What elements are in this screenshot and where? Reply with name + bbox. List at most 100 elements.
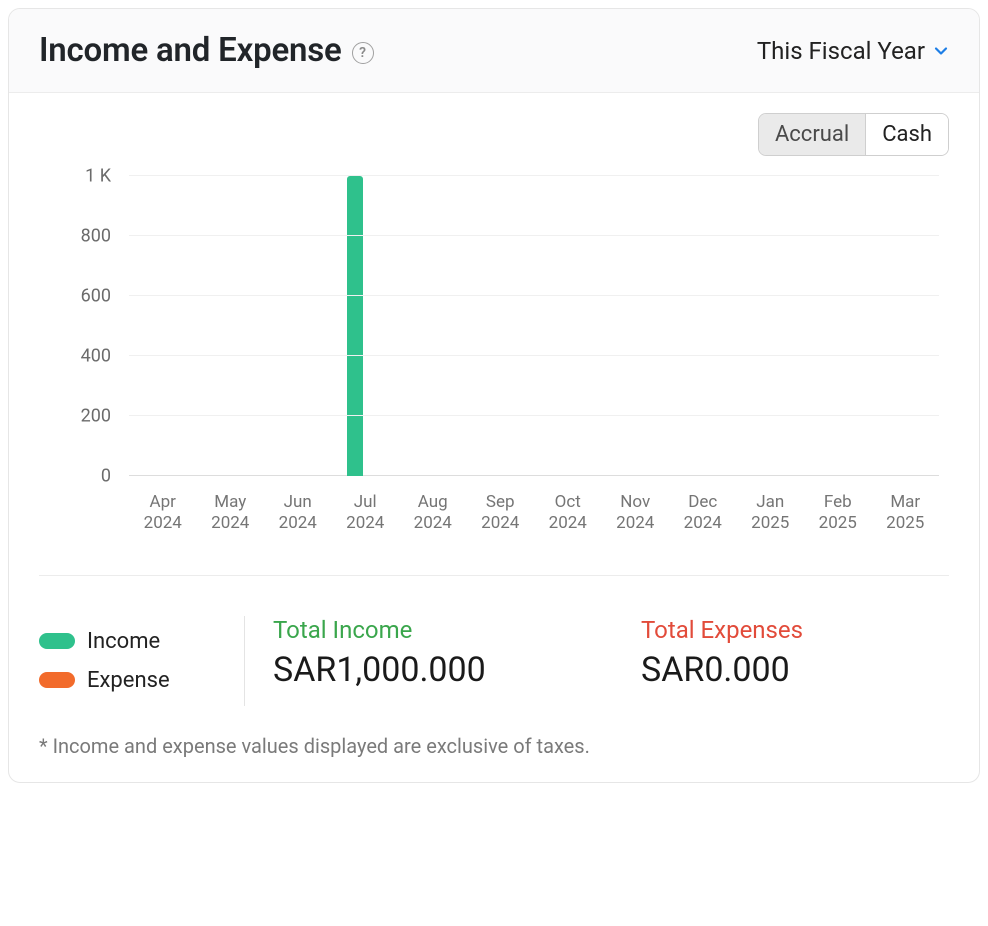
x-tick-year: 2024 — [332, 513, 400, 534]
y-tick-label: 200 — [81, 406, 119, 427]
x-tick-year: 2024 — [467, 513, 535, 534]
chart-plot-area: 02004006008001 K — [129, 176, 939, 476]
x-tick-year: 2024 — [399, 513, 467, 534]
basis-toggle-row: AccrualCash — [39, 113, 949, 156]
legend-item-income[interactable]: Income — [39, 629, 244, 654]
total-income-block: Total Income SAR1,000.000 — [273, 616, 581, 706]
y-tick: 600 — [81, 286, 119, 307]
x-tick: Jul2024 — [332, 492, 400, 535]
gridline — [129, 415, 939, 416]
x-tick-month: May — [214, 492, 246, 512]
y-tick-label: 1 K — [85, 166, 119, 187]
y-tick: 0 — [101, 466, 119, 487]
chart: 02004006008001 K Apr2024May2024Jun2024Ju… — [39, 176, 949, 535]
chart-category — [872, 176, 940, 476]
gridline — [129, 235, 939, 236]
card-header: Income and Expense ? This Fiscal Year — [9, 9, 979, 93]
x-tick: Aug2024 — [399, 492, 467, 535]
x-tick-month: Jul — [354, 492, 377, 512]
x-tick-year: 2024 — [669, 513, 737, 534]
legend-label: Income — [87, 629, 160, 654]
chevron-down-icon — [933, 37, 949, 65]
y-tick-label: 600 — [81, 286, 119, 307]
basis-accrual-button[interactable]: Accrual — [759, 114, 865, 155]
title-wrap: Income and Expense ? — [39, 31, 374, 70]
y-tick: 200 — [81, 406, 119, 427]
x-tick-year: 2025 — [804, 513, 872, 534]
bars — [129, 176, 939, 476]
y-tick: 800 — [81, 226, 119, 247]
card-body: AccrualCash 02004006008001 K Apr2024May2… — [9, 93, 979, 782]
x-tick: Jan2025 — [737, 492, 805, 535]
x-tick-year: 2024 — [534, 513, 602, 534]
divider — [244, 616, 245, 706]
chart-category — [129, 176, 197, 476]
period-dropdown[interactable]: This Fiscal Year — [757, 37, 949, 65]
x-tick: Nov2024 — [602, 492, 670, 535]
income-expense-card: Income and Expense ? This Fiscal Year Ac… — [8, 8, 980, 783]
chart-category — [602, 176, 670, 476]
legend-swatch — [39, 633, 75, 649]
chart-category — [197, 176, 265, 476]
basis-cash-button[interactable]: Cash — [865, 114, 948, 155]
x-tick-year: 2024 — [197, 513, 265, 534]
x-tick-month: Oct — [555, 492, 581, 512]
x-tick-month: Apr — [150, 492, 176, 512]
y-tick-label: 800 — [81, 226, 119, 247]
total-expense-label: Total Expenses — [641, 616, 949, 644]
x-tick-month: Aug — [418, 492, 448, 512]
plot — [129, 176, 939, 476]
total-income-value: SAR1,000.000 — [273, 650, 581, 690]
x-tick-year: 2025 — [737, 513, 805, 534]
x-tick: Mar2025 — [872, 492, 940, 535]
x-tick-month: Sep — [486, 492, 515, 512]
chart-category — [534, 176, 602, 476]
x-tick-month: Mar — [890, 492, 920, 512]
x-tick-year: 2024 — [602, 513, 670, 534]
chart-category — [804, 176, 872, 476]
x-tick-month: Jan — [756, 492, 784, 512]
income-bar[interactable] — [347, 176, 363, 476]
chart-category — [467, 176, 535, 476]
x-tick: Dec2024 — [669, 492, 737, 535]
x-tick: May2024 — [197, 492, 265, 535]
y-tick-label: 400 — [81, 346, 119, 367]
chart-category — [332, 176, 400, 476]
gridline — [129, 355, 939, 356]
legend: Income Expense — [39, 616, 244, 706]
y-tick: 1 K — [85, 166, 119, 187]
y-tick-label: 0 — [101, 466, 119, 487]
y-tick: 400 — [81, 346, 119, 367]
x-tick-year: 2024 — [264, 513, 332, 534]
x-tick-month: Dec — [688, 492, 717, 512]
chart-category — [399, 176, 467, 476]
x-tick-month: Feb — [824, 492, 852, 512]
chart-category — [669, 176, 737, 476]
x-tick-month: Nov — [620, 492, 650, 512]
total-expense-value: SAR0.000 — [641, 650, 949, 690]
gridline — [129, 295, 939, 296]
x-tick: Oct2024 — [534, 492, 602, 535]
legend-label: Expense — [87, 668, 170, 693]
chart-category — [737, 176, 805, 476]
summary-row: IncomeExpense Total Income SAR1,000.000 … — [39, 575, 949, 706]
help-icon[interactable]: ? — [352, 42, 374, 64]
card-title: Income and Expense — [39, 31, 342, 70]
x-tick-month: Jun — [284, 492, 312, 512]
x-tick: Jun2024 — [264, 492, 332, 535]
x-tick-year: 2025 — [872, 513, 940, 534]
chart-category — [264, 176, 332, 476]
total-expense-block: Total Expenses SAR0.000 — [641, 616, 949, 706]
x-axis: Apr2024May2024Jun2024Jul2024Aug2024Sep20… — [129, 476, 939, 535]
x-tick-year: 2024 — [129, 513, 197, 534]
total-income-label: Total Income — [273, 616, 581, 644]
x-tick: Sep2024 — [467, 492, 535, 535]
footnote: * Income and expense values displayed ar… — [39, 734, 949, 758]
legend-item-expense[interactable]: Expense — [39, 668, 244, 693]
x-tick: Apr2024 — [129, 492, 197, 535]
gridline — [129, 175, 939, 176]
basis-toggle: AccrualCash — [758, 113, 949, 156]
y-axis: 02004006008001 K — [39, 176, 119, 476]
legend-swatch — [39, 672, 75, 688]
x-tick: Feb2025 — [804, 492, 872, 535]
